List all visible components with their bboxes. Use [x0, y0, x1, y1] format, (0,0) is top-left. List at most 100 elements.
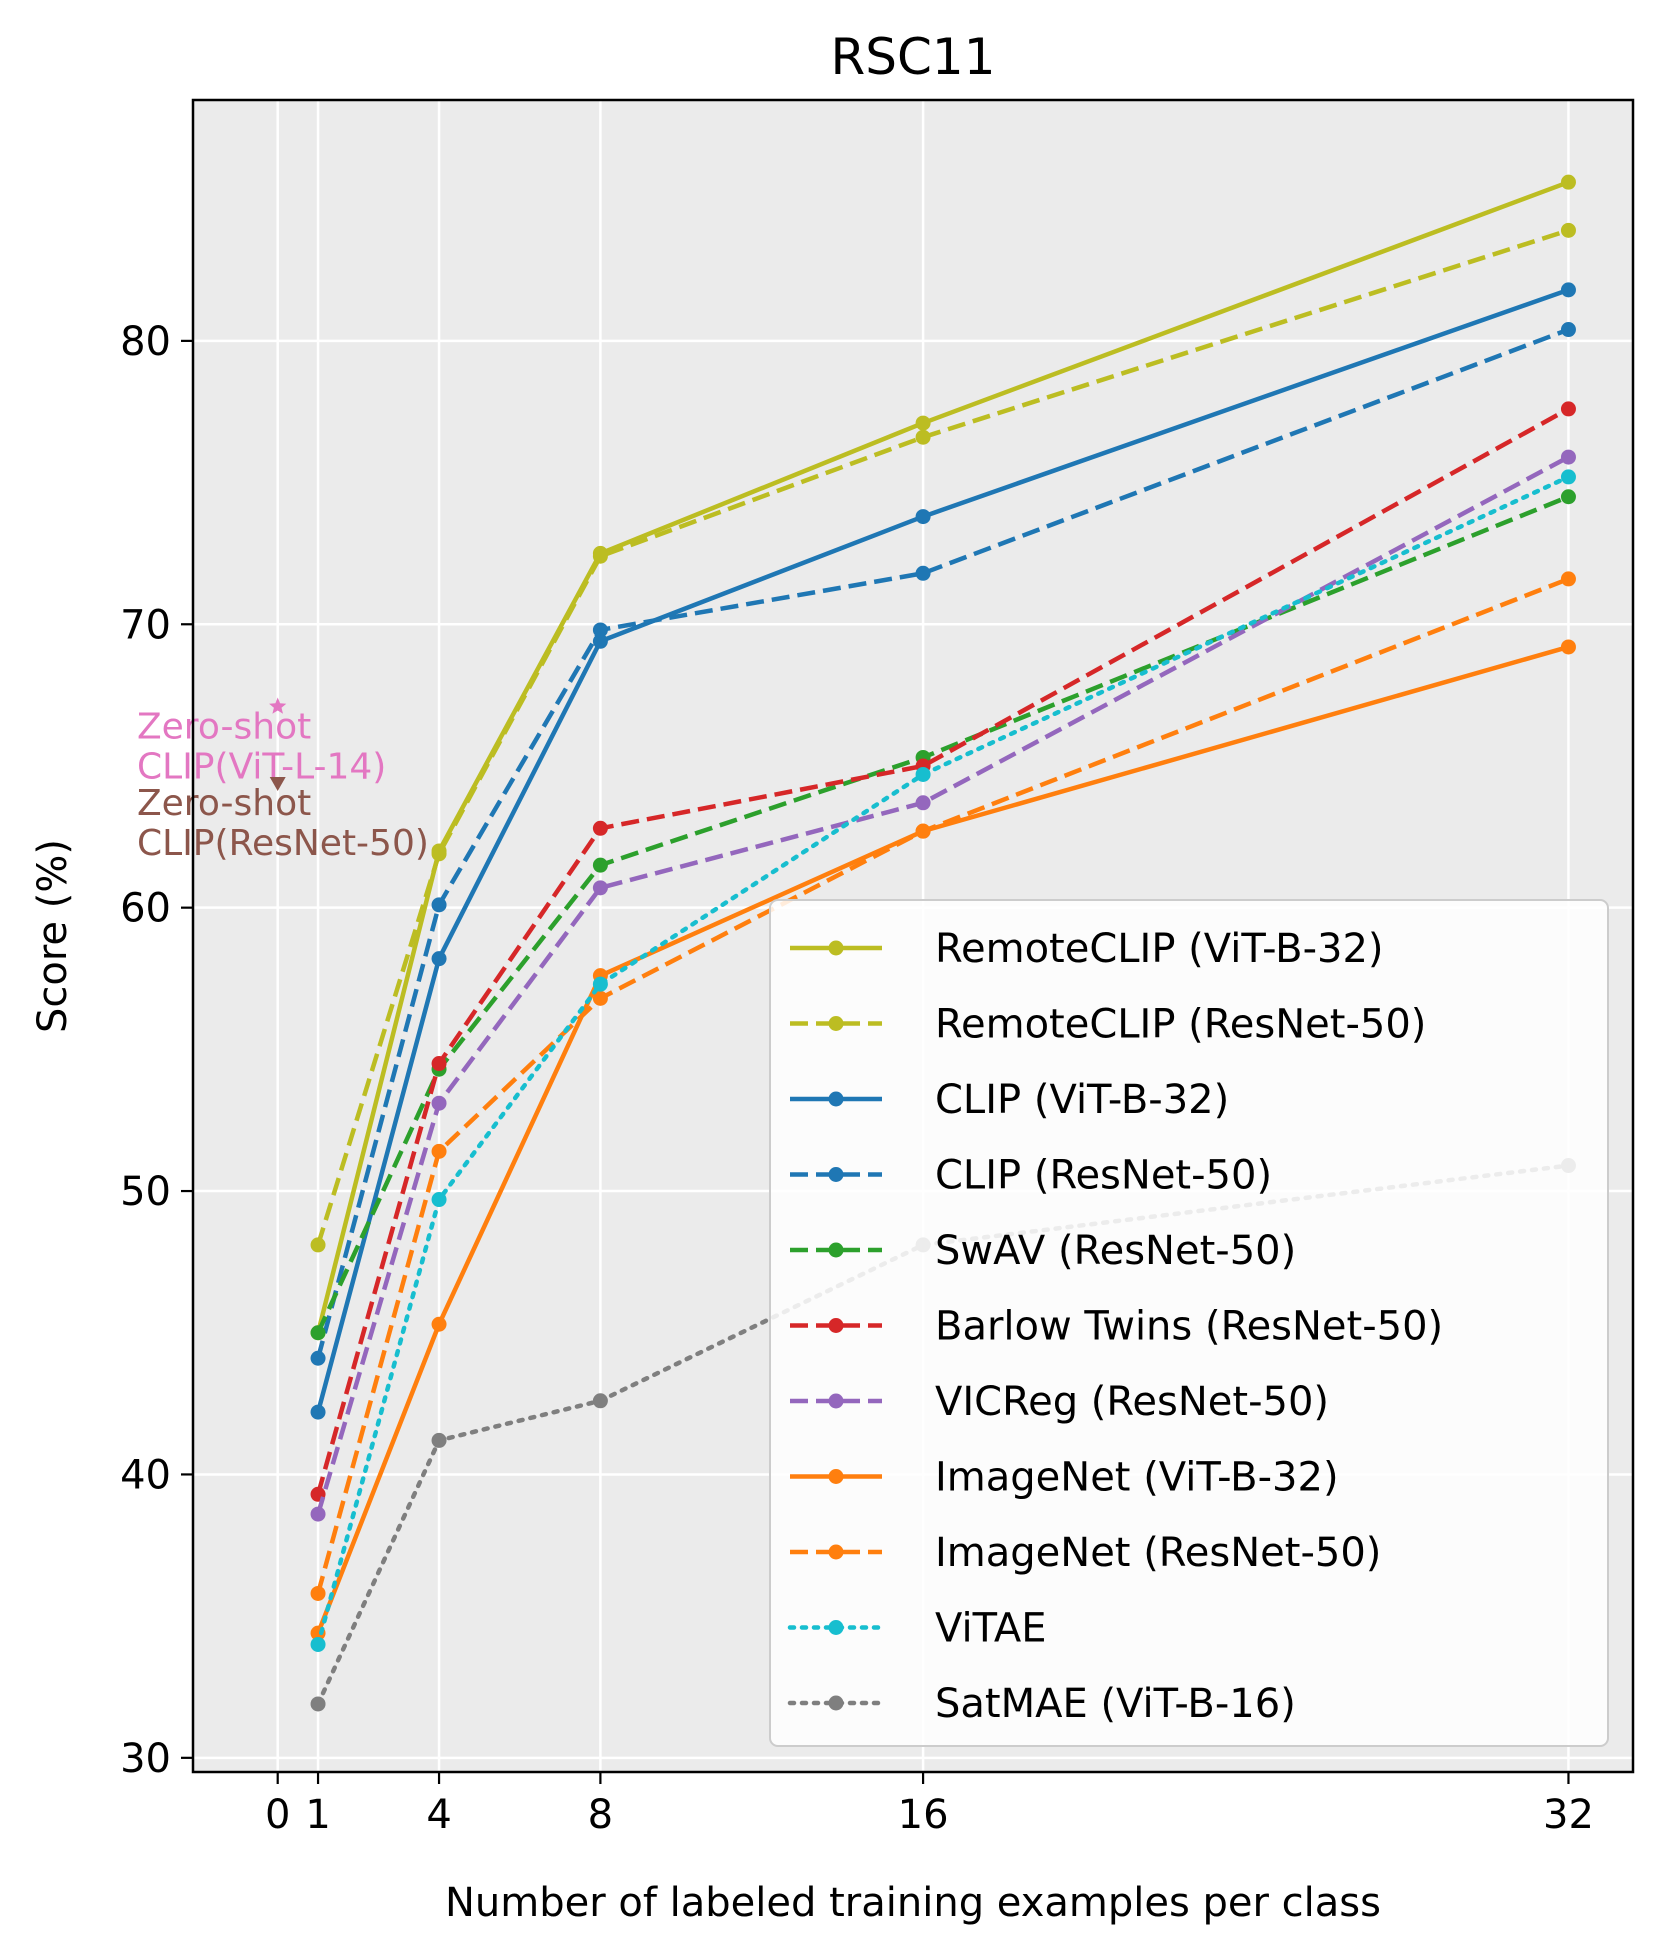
data-point [592, 633, 608, 649]
legend-box [769, 899, 1609, 1747]
annotations: Zero-shotCLIP(ViT-L-14)Zero-shotCLIP(Res… [137, 697, 429, 864]
series-1 [310, 222, 1576, 1253]
legend-label: SwAV (ResNet-50) [935, 1228, 1296, 1274]
data-point [1560, 174, 1576, 190]
legend-marker [828, 1469, 844, 1484]
series-4 [310, 489, 1576, 1341]
axis-ticks: 0 1 4 8 16 32 30 40 50 60 70 80 [120, 319, 1594, 1838]
data-point [310, 1636, 326, 1652]
data-point [310, 1350, 326, 1366]
y-tick-label: 50 [120, 1169, 171, 1215]
legend-item-7: ImageNet (ViT-B-32) [790, 1455, 1339, 1501]
annotation-line-2: CLIP(ViT-L-14) [137, 746, 386, 787]
legend-label: CLIP (ResNet-50) [935, 1153, 1272, 1199]
legend-marker [828, 940, 844, 956]
legend-marker [828, 1167, 844, 1182]
annotation-line-1: Zero-shot [137, 783, 311, 824]
series-layer [310, 174, 1576, 1712]
star-marker [269, 697, 287, 714]
legend-marker [828, 1620, 844, 1635]
legend-label: ImageNet (ViT-B-32) [935, 1455, 1339, 1501]
y-tick-label: 80 [120, 319, 171, 365]
y-axis-label: Score (%) [30, 839, 76, 1033]
data-point [915, 429, 931, 445]
legend-item-4: SwAV (ResNet-50) [790, 1228, 1296, 1274]
data-point [431, 1056, 447, 1072]
annotation-line-1: Zero-shot [137, 706, 311, 747]
chart-title: RSC11 [830, 28, 995, 86]
data-point [431, 1095, 447, 1111]
series-8 [310, 571, 1576, 1601]
data-point [1560, 639, 1576, 655]
triangle-marker [269, 776, 286, 791]
data-point [592, 1393, 608, 1409]
legend-label: SatMAE (ViT-B-16) [935, 1681, 1296, 1727]
data-point [915, 509, 931, 525]
x-tick-label: 4 [426, 1792, 451, 1838]
data-point [1560, 449, 1576, 465]
legend-marker [828, 1091, 844, 1107]
legend-item-3: CLIP (ResNet-50) [790, 1153, 1272, 1199]
legend-marker [828, 1695, 844, 1711]
x-tick-label: 1 [305, 1792, 330, 1838]
legend-item-1: RemoteCLIP (ResNet-50) [790, 1002, 1426, 1048]
data-point [915, 766, 931, 782]
data-point [310, 1325, 326, 1341]
data-point [592, 820, 608, 836]
data-point [1560, 489, 1576, 505]
legend: RemoteCLIP (ViT-B-32) RemoteCLIP (ResNet-… [769, 899, 1609, 1747]
legend-marker [828, 1242, 844, 1258]
legend-item-0: RemoteCLIP (ViT-B-32) [790, 926, 1384, 972]
x-tick-label: 8 [588, 1792, 613, 1838]
x-axis-label: Number of labeled training examples per … [445, 1880, 1381, 1926]
legend-item-10: SatMAE (ViT-B-16) [787, 1681, 1296, 1727]
legend-item-2: CLIP (ViT-B-32) [790, 1077, 1229, 1123]
legend-item-9: ViTAE [787, 1606, 1047, 1652]
data-point [431, 897, 447, 913]
legend-label: CLIP (ViT-B-32) [935, 1077, 1229, 1123]
data-point [431, 846, 447, 862]
data-point [310, 1404, 326, 1420]
plot-frame [191, 98, 1635, 1774]
legend-label: VICReg (ResNet-50) [935, 1379, 1329, 1425]
data-point [431, 1316, 447, 1332]
data-point [592, 880, 608, 896]
series-line [315, 455, 1570, 1515]
annotation-line-2: CLIP(ResNet-50) [137, 823, 429, 864]
y-tick-label: 60 [120, 886, 171, 932]
data-point [1560, 282, 1576, 298]
data-point [431, 1192, 447, 1208]
data-point [592, 976, 608, 992]
y-tick-label: 40 [120, 1452, 171, 1498]
data-point [915, 415, 931, 431]
legend-item-5: Barlow Twins (ResNet-50) [790, 1304, 1443, 1350]
legend-marker [828, 1016, 844, 1031]
data-point [592, 622, 608, 638]
legend-marker [828, 1544, 844, 1560]
data-point [592, 990, 608, 1006]
series-2 [310, 282, 1576, 1420]
data-point [1560, 469, 1576, 485]
legend-label: RemoteCLIP (ResNet-50) [935, 1002, 1426, 1048]
data-point [915, 565, 931, 581]
legend-item-6: VICReg (ResNet-50) [790, 1379, 1329, 1425]
legend-marker [828, 1393, 844, 1409]
series-3 [310, 322, 1576, 1366]
data-point [431, 1432, 447, 1448]
legend-label: ImageNet (ResNet-50) [935, 1530, 1381, 1576]
data-point [431, 1143, 447, 1159]
data-point [1560, 571, 1576, 587]
data-point [915, 823, 931, 839]
series-6 [310, 449, 1576, 1522]
data-point [1560, 322, 1576, 338]
x-tick-label: 0 [265, 1792, 290, 1838]
data-point [310, 1237, 326, 1253]
data-point [431, 951, 447, 967]
legend-label: ViTAE [935, 1606, 1047, 1652]
data-point [310, 1696, 326, 1712]
legend-label: Barlow Twins (ResNet-50) [935, 1304, 1443, 1350]
x-tick-label: 16 [898, 1792, 949, 1838]
data-point [1560, 222, 1576, 238]
